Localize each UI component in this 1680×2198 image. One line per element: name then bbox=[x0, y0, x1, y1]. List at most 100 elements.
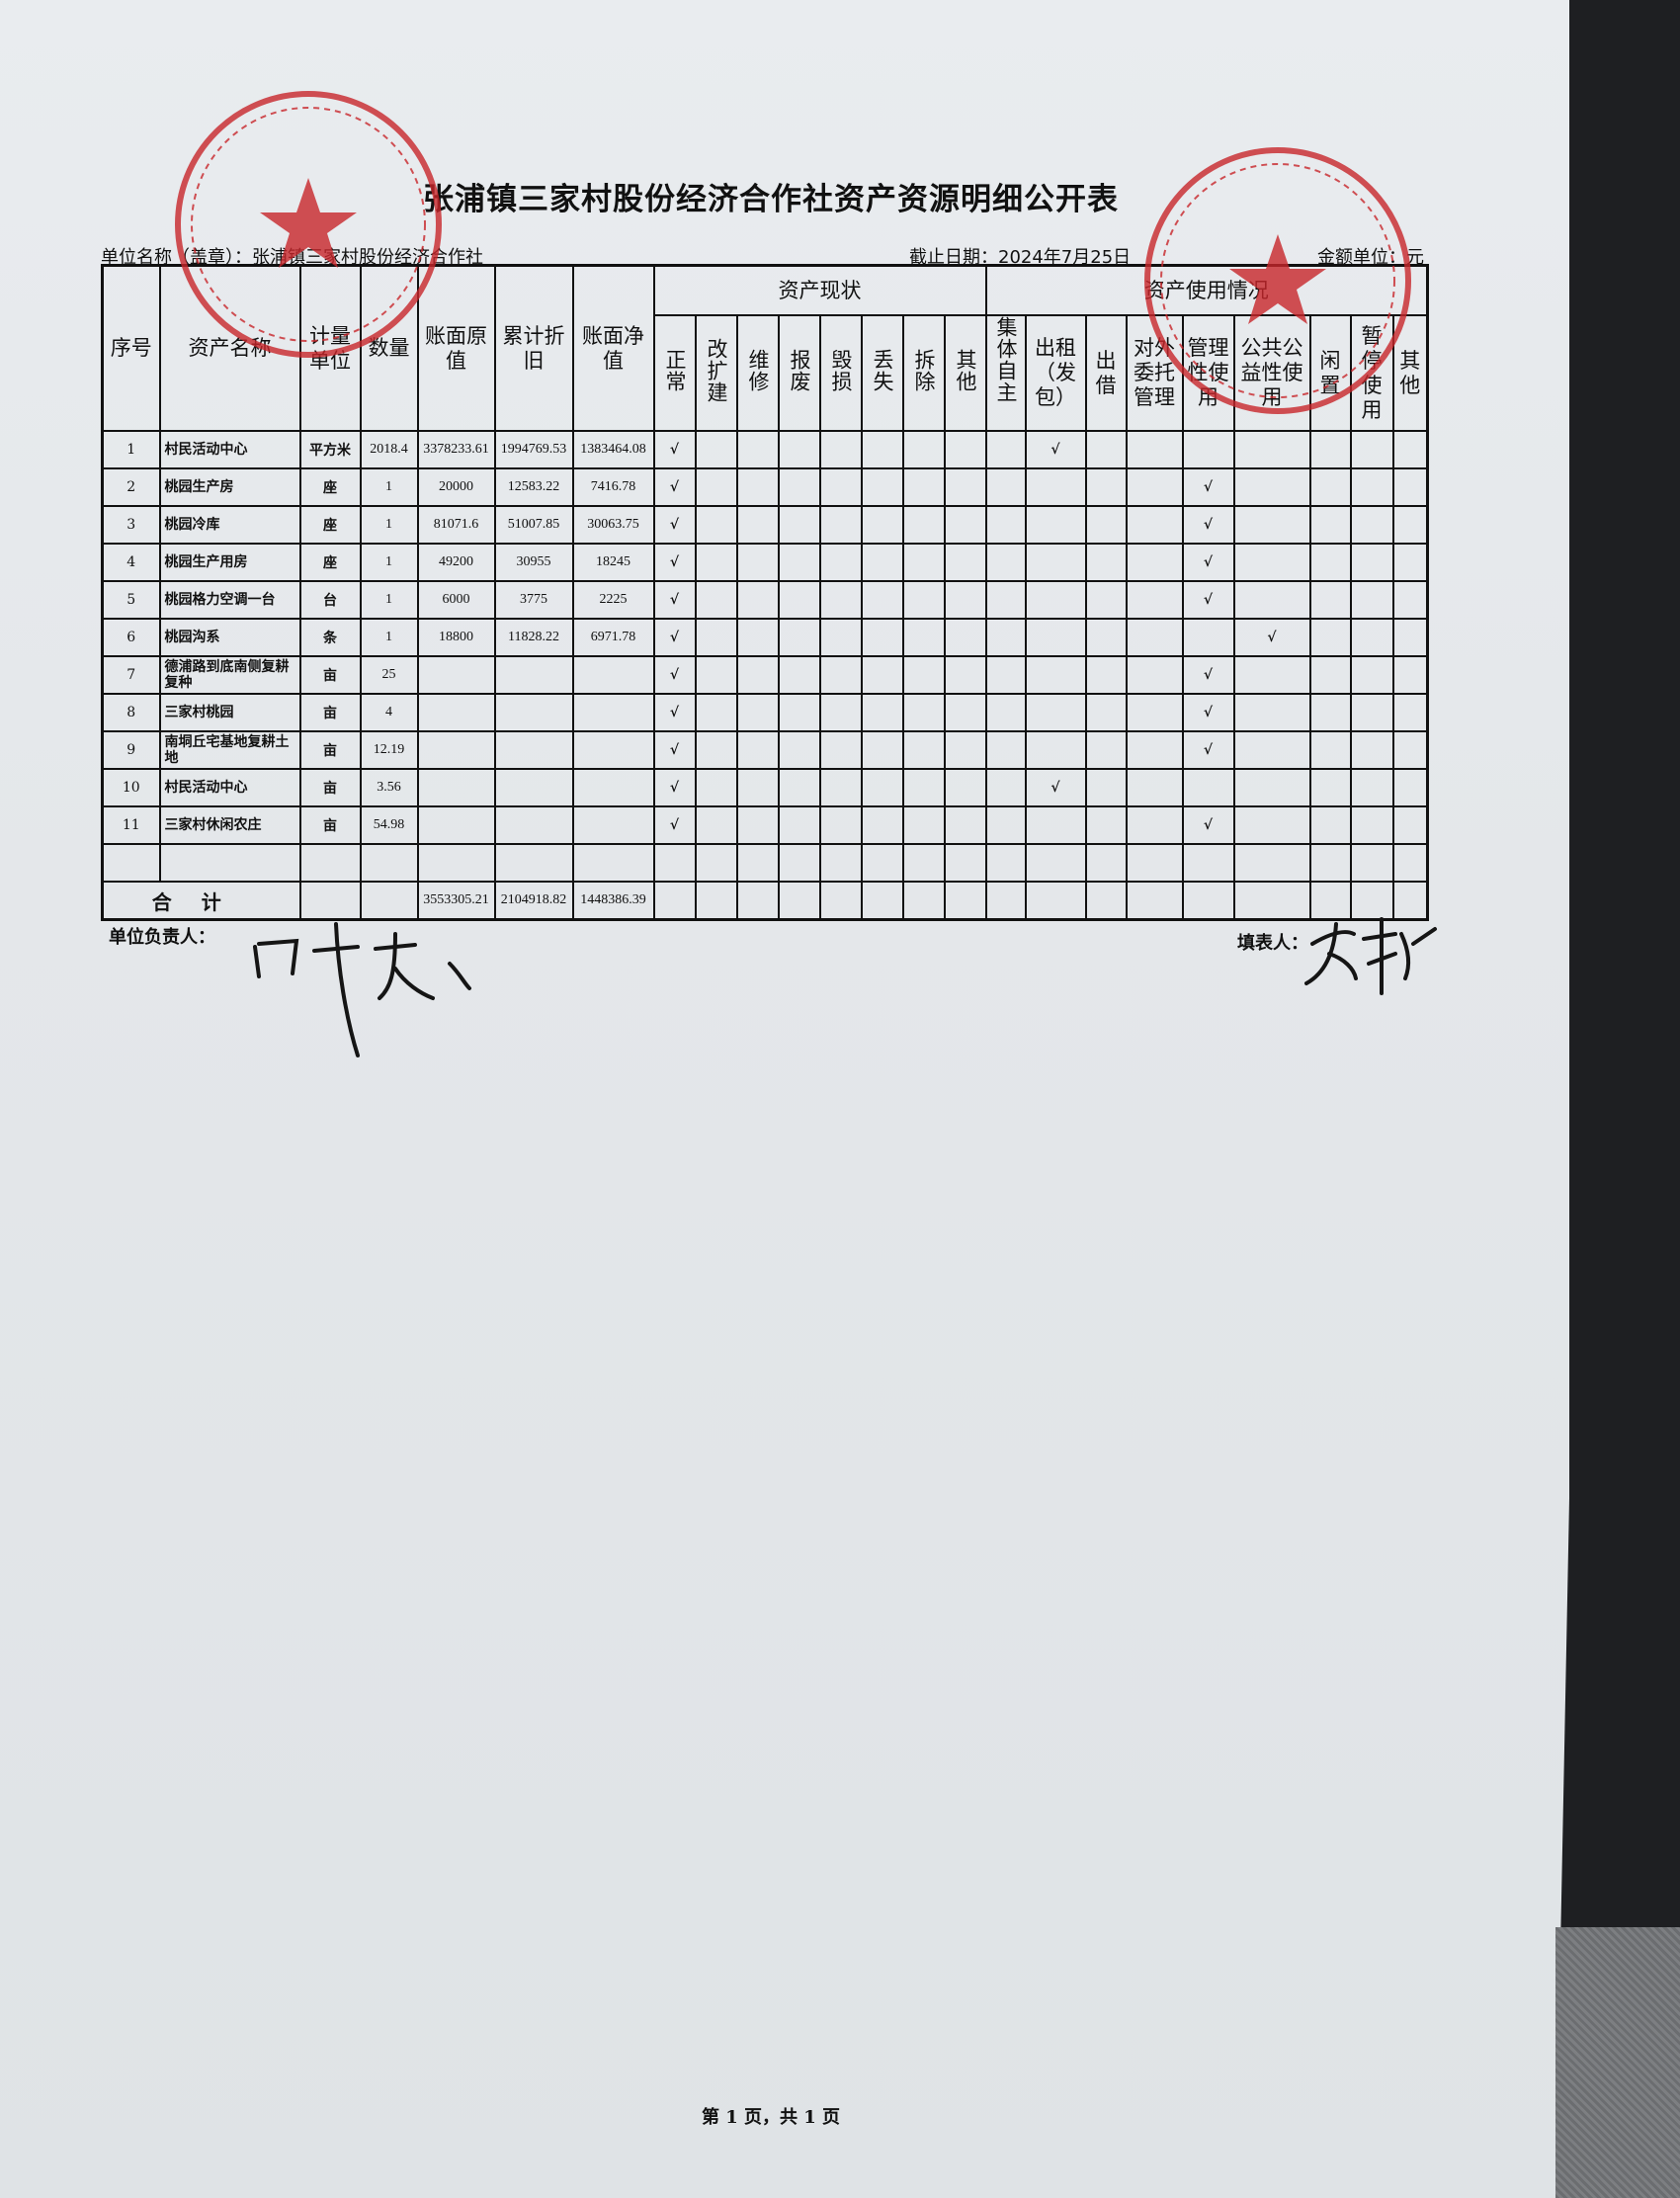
usage-check-cell bbox=[1084, 543, 1128, 582]
status-check-cell bbox=[777, 618, 821, 657]
total-empty-cell bbox=[694, 881, 738, 921]
background-floor bbox=[1555, 1927, 1680, 2198]
cell-unit bbox=[298, 843, 362, 883]
status-check-cell bbox=[777, 580, 821, 620]
status-check-cell bbox=[735, 467, 780, 507]
cell-unit: 座 bbox=[298, 543, 362, 582]
table-row: 7 德浦路到底南侧复耕复种亩 25 √ √ bbox=[101, 655, 1429, 695]
usage-check-cell: √ bbox=[1181, 693, 1235, 732]
cell-book-value bbox=[416, 655, 496, 695]
usage-check-cell bbox=[984, 505, 1027, 545]
status-check-cell bbox=[901, 768, 946, 807]
usage-check-cell bbox=[1125, 730, 1184, 770]
status-check-cell bbox=[694, 730, 738, 770]
total-empty-cell bbox=[1308, 881, 1352, 921]
usage-check-cell bbox=[1084, 843, 1128, 883]
status-check-cell bbox=[860, 430, 904, 469]
status-check-cell bbox=[694, 618, 738, 657]
usage-check-cell bbox=[1232, 768, 1311, 807]
status-check-cell bbox=[777, 655, 821, 695]
usage-check-cell bbox=[984, 768, 1027, 807]
header-usage-7: 暂停使用 bbox=[1349, 314, 1394, 432]
usage-check-cell bbox=[1125, 805, 1184, 845]
header-usage-label: 公共公益性使用 bbox=[1240, 336, 1303, 409]
usage-check-cell bbox=[984, 655, 1027, 695]
usage-check-cell bbox=[1391, 730, 1429, 770]
cell-depreciation bbox=[493, 730, 574, 770]
total-empty-cell bbox=[860, 881, 904, 921]
usage-check-cell bbox=[1125, 768, 1184, 807]
header-usage-label: 其他 bbox=[1399, 348, 1421, 397]
cell-qty bbox=[359, 843, 419, 883]
status-check-cell bbox=[901, 543, 946, 582]
cell-unit: 亩 bbox=[298, 768, 362, 807]
usage-check-cell bbox=[1391, 618, 1429, 657]
table-row: 4 桃园生产用房座 1 49200 30955 18245 √ √ bbox=[101, 543, 1429, 582]
usage-check-cell bbox=[1308, 768, 1352, 807]
usage-check-cell bbox=[1125, 655, 1184, 695]
cell-qty: 3.56 bbox=[359, 768, 419, 807]
usage-check-cell bbox=[1391, 580, 1429, 620]
total-empty-cell bbox=[1181, 881, 1235, 921]
cell-name bbox=[158, 843, 301, 883]
total-empty-cell bbox=[652, 881, 697, 921]
status-check-cell bbox=[943, 768, 987, 807]
status-check-cell bbox=[777, 505, 821, 545]
header-status-label: 毁损 bbox=[829, 348, 853, 392]
status-check-cell: √ bbox=[652, 768, 697, 807]
usage-check-cell bbox=[984, 730, 1027, 770]
status-check-cell: √ bbox=[652, 655, 697, 695]
usage-check-cell bbox=[1084, 730, 1128, 770]
cell-qty: 1 bbox=[359, 467, 419, 507]
status-check-cell: √ bbox=[652, 693, 697, 732]
cell-unit: 座 bbox=[298, 505, 362, 545]
cell-depreciation bbox=[493, 843, 574, 883]
header-usage-0: 集体自主 bbox=[984, 314, 1027, 432]
usage-check-cell bbox=[984, 618, 1027, 657]
header-status-label: 丢失 bbox=[871, 348, 894, 392]
usage-check-cell bbox=[1349, 505, 1394, 545]
status-check-cell bbox=[943, 430, 987, 469]
header-usage-1: 出租（发包） bbox=[1024, 314, 1087, 432]
header-status-label: 改扩建 bbox=[705, 337, 728, 403]
usage-check-cell bbox=[1391, 693, 1429, 732]
usage-check-cell bbox=[1232, 655, 1311, 695]
status-check-cell: √ bbox=[652, 430, 697, 469]
header-status-label: 报废 bbox=[788, 348, 811, 392]
cell-qty: 1 bbox=[359, 618, 419, 657]
cell-net-value: 2225 bbox=[571, 580, 655, 620]
status-check-cell bbox=[777, 467, 821, 507]
status-check-cell bbox=[694, 693, 738, 732]
usage-check-cell bbox=[1232, 693, 1311, 732]
status-check-cell bbox=[818, 467, 863, 507]
total-empty-cell bbox=[777, 881, 821, 921]
cell-depreciation: 11828.22 bbox=[493, 618, 574, 657]
status-check-cell bbox=[735, 618, 780, 657]
status-check-cell bbox=[860, 805, 904, 845]
usage-check-cell bbox=[1232, 430, 1311, 469]
cell-qty: 4 bbox=[359, 693, 419, 732]
usage-check-cell bbox=[984, 543, 1027, 582]
cell-net-value bbox=[571, 730, 655, 770]
usage-check-cell bbox=[1125, 843, 1184, 883]
usage-check-cell bbox=[1084, 505, 1128, 545]
usage-check-cell: √ bbox=[1181, 467, 1235, 507]
usage-check-cell bbox=[1024, 655, 1087, 695]
status-check-cell bbox=[694, 843, 738, 883]
status-check-cell bbox=[777, 543, 821, 582]
status-check-cell bbox=[735, 655, 780, 695]
status-check-cell bbox=[735, 843, 780, 883]
table-row: 8 三家村桃园亩 4 √ √ bbox=[101, 693, 1429, 732]
header-status-7: 其他 bbox=[943, 314, 987, 432]
status-check-cell bbox=[943, 655, 987, 695]
header-usage-4: 管理性使用 bbox=[1181, 314, 1235, 432]
cell-qty: 1 bbox=[359, 543, 419, 582]
cell-depreciation: 12583.22 bbox=[493, 467, 574, 507]
document-title: 张浦镇三家村股份经济合作社资产资源明细公开表 bbox=[423, 182, 1119, 217]
usage-check-cell bbox=[1181, 618, 1235, 657]
status-check-cell bbox=[943, 843, 987, 883]
status-check-cell bbox=[694, 580, 738, 620]
status-check-cell: √ bbox=[652, 505, 697, 545]
total-empty-cell bbox=[1391, 881, 1429, 921]
cell-seq: 6 bbox=[101, 618, 161, 657]
